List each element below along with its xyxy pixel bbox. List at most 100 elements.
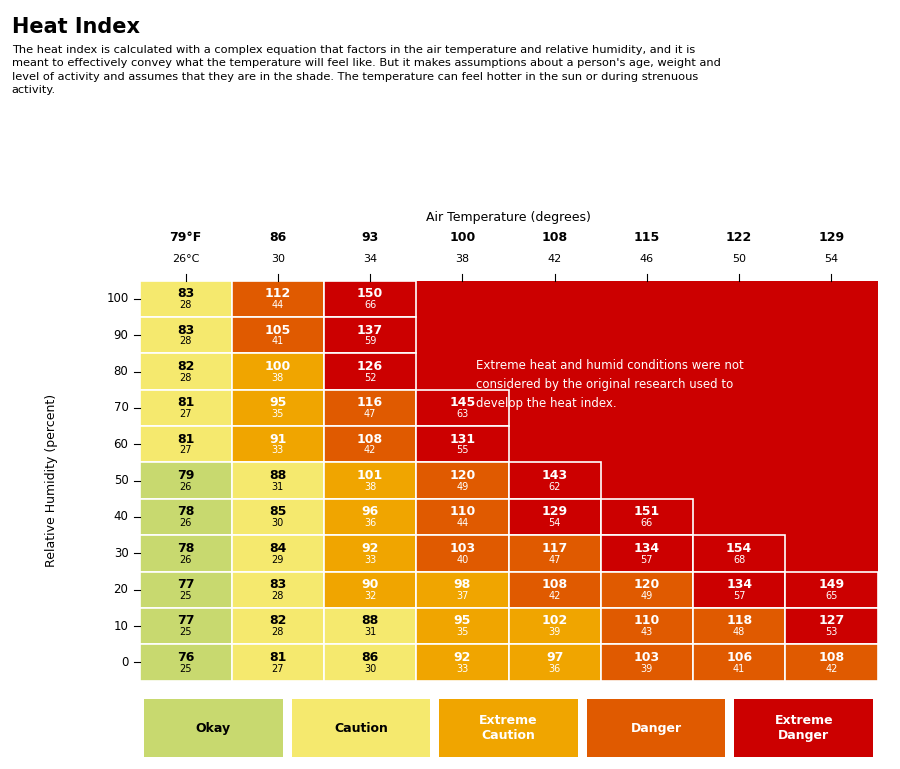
Bar [232, 535, 324, 571]
Bar [324, 317, 416, 354]
Bar [508, 571, 601, 608]
Text: 81: 81 [177, 433, 194, 446]
Bar [232, 281, 324, 317]
Text: 149: 149 [818, 578, 844, 591]
Text: 42: 42 [547, 255, 562, 265]
Text: 81: 81 [177, 396, 194, 409]
Text: 41: 41 [272, 336, 284, 346]
Text: 48: 48 [733, 628, 745, 638]
Text: 84: 84 [269, 541, 286, 554]
Bar [416, 571, 508, 608]
Text: 37: 37 [456, 591, 469, 601]
Bar [416, 644, 508, 681]
Bar [508, 462, 601, 499]
Text: 33: 33 [456, 664, 469, 674]
Text: 33: 33 [272, 445, 284, 455]
Text: 26: 26 [179, 482, 192, 492]
Text: 108: 108 [542, 231, 568, 245]
Bar [601, 644, 693, 681]
Text: 118: 118 [726, 614, 752, 628]
Bar [324, 499, 416, 535]
Text: 81: 81 [269, 651, 286, 664]
Text: 91: 91 [269, 433, 286, 446]
Text: 26: 26 [179, 554, 192, 564]
Text: 108: 108 [357, 433, 383, 446]
Bar [601, 608, 693, 644]
Bar [324, 281, 416, 317]
Bar [140, 535, 232, 571]
Text: 38: 38 [272, 373, 284, 383]
Text: 28: 28 [272, 628, 284, 638]
Text: 145: 145 [449, 396, 475, 409]
Text: 26: 26 [179, 518, 192, 528]
Text: 82: 82 [177, 360, 194, 373]
Text: 31: 31 [364, 628, 376, 638]
Text: 105: 105 [265, 324, 291, 337]
Text: 79: 79 [177, 469, 194, 482]
Bar [416, 535, 508, 571]
Text: 25: 25 [179, 664, 192, 674]
Bar [232, 354, 324, 390]
Text: 50: 50 [732, 255, 746, 265]
Text: 120: 120 [634, 578, 660, 591]
Text: 0: 0 [122, 656, 129, 669]
Text: 116: 116 [357, 396, 383, 409]
Text: 50: 50 [113, 474, 129, 487]
Bar [416, 462, 508, 499]
Text: 20: 20 [113, 583, 129, 596]
Text: 27: 27 [272, 664, 284, 674]
Text: 101: 101 [357, 469, 383, 482]
Text: 110: 110 [634, 614, 660, 628]
Text: 26°C: 26°C [172, 255, 199, 265]
Text: 40: 40 [456, 554, 469, 564]
Text: 103: 103 [634, 651, 660, 664]
Text: 68: 68 [733, 554, 745, 564]
Text: 62: 62 [548, 482, 561, 492]
Text: 59: 59 [364, 336, 376, 346]
Bar [140, 499, 232, 535]
Bar [140, 608, 232, 644]
Bar [292, 699, 430, 757]
Text: 70: 70 [113, 401, 129, 414]
Text: 120: 120 [449, 469, 475, 482]
Bar [439, 699, 578, 757]
Text: 30: 30 [272, 518, 284, 528]
Bar [232, 390, 324, 426]
Text: 80: 80 [113, 365, 129, 378]
Bar [785, 644, 878, 681]
Bar [508, 644, 601, 681]
Text: 134: 134 [726, 578, 752, 591]
Bar [140, 644, 232, 681]
Text: 97: 97 [546, 651, 563, 664]
Text: 38: 38 [455, 255, 470, 265]
Text: 29: 29 [272, 554, 284, 564]
Bar [601, 535, 693, 571]
Text: 36: 36 [364, 518, 376, 528]
Text: 47: 47 [548, 554, 561, 564]
Text: 131: 131 [449, 433, 475, 446]
Bar [232, 426, 324, 462]
Text: 92: 92 [362, 541, 379, 554]
Text: 60: 60 [113, 438, 129, 451]
Text: 82: 82 [269, 614, 286, 628]
Text: 137: 137 [357, 324, 383, 337]
Bar [232, 644, 324, 681]
Bar [232, 608, 324, 644]
Bar [416, 608, 508, 644]
Bar [140, 462, 232, 499]
Text: 40: 40 [113, 511, 129, 524]
Bar [693, 608, 785, 644]
Text: The heat index is calculated with a complex equation that factors in the air tem: The heat index is calculated with a comp… [12, 45, 721, 95]
Text: 57: 57 [641, 554, 653, 564]
Bar [324, 354, 416, 390]
Text: 27: 27 [179, 409, 192, 419]
Bar [324, 535, 416, 571]
Bar [324, 462, 416, 499]
Text: 30: 30 [271, 255, 285, 265]
Text: 34: 34 [363, 255, 377, 265]
Text: 90: 90 [113, 328, 129, 341]
Bar [140, 426, 232, 462]
Text: 49: 49 [641, 591, 653, 601]
Text: 33: 33 [364, 554, 376, 564]
Bar [140, 317, 232, 354]
